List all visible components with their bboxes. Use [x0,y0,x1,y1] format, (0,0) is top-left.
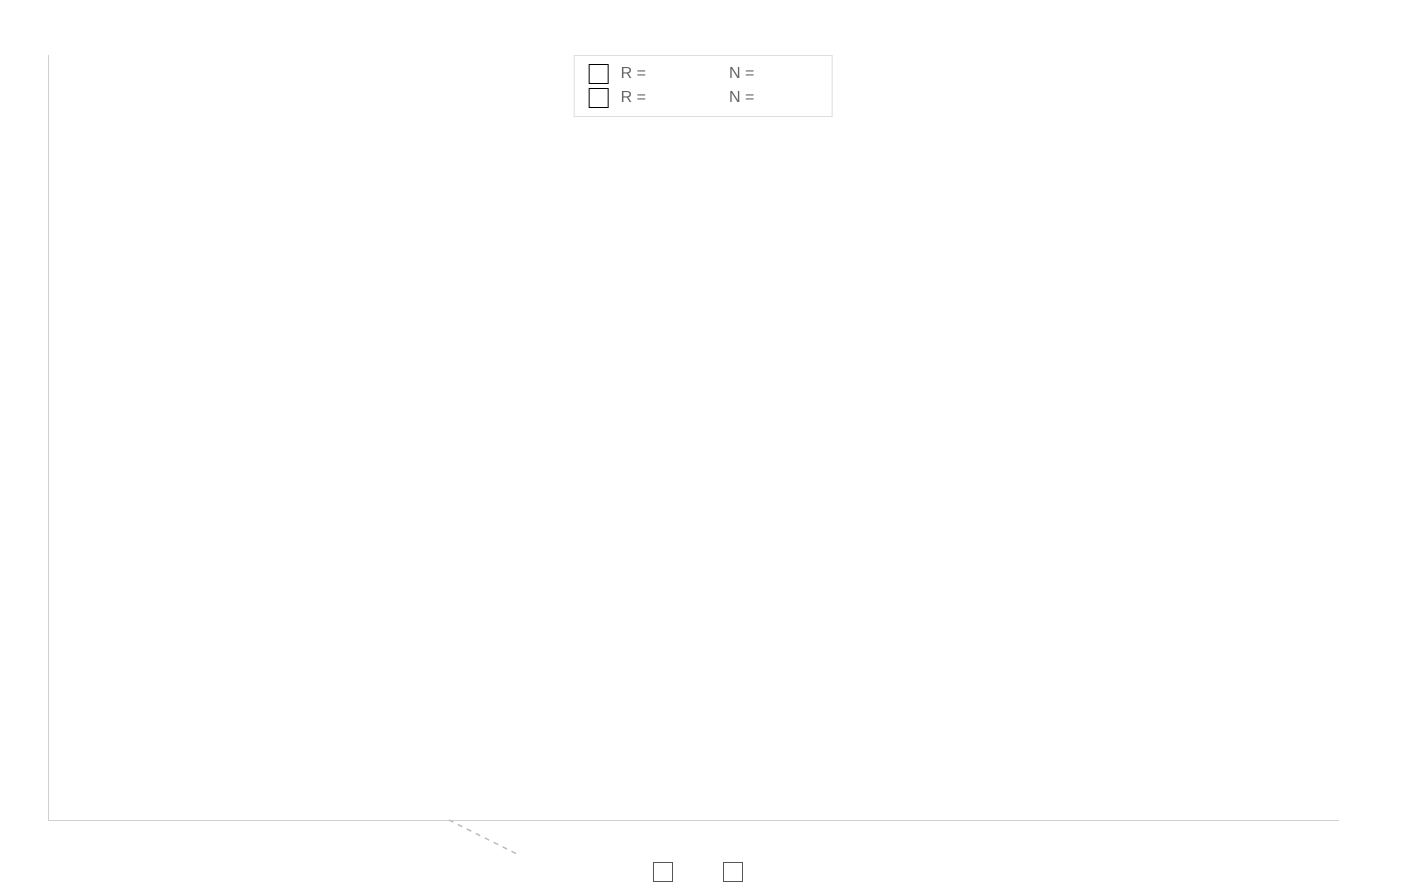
legend-swatch-2 [723,862,743,882]
stats-row-2: R = N = [589,86,818,110]
swatch-series-2 [589,88,609,108]
plot-area [48,55,1339,821]
stats-row-1: R = N = [589,62,818,86]
chart-container: R = N = R = N = [0,0,1406,892]
series-legend [653,862,753,882]
scatter-plot-svg [49,55,1339,820]
stats-legend: R = N = R = N = [574,55,833,117]
legend-swatch-1 [653,862,673,882]
swatch-series-1 [589,64,609,84]
legend-item-2 [723,862,753,882]
legend-item-1 [653,862,683,882]
